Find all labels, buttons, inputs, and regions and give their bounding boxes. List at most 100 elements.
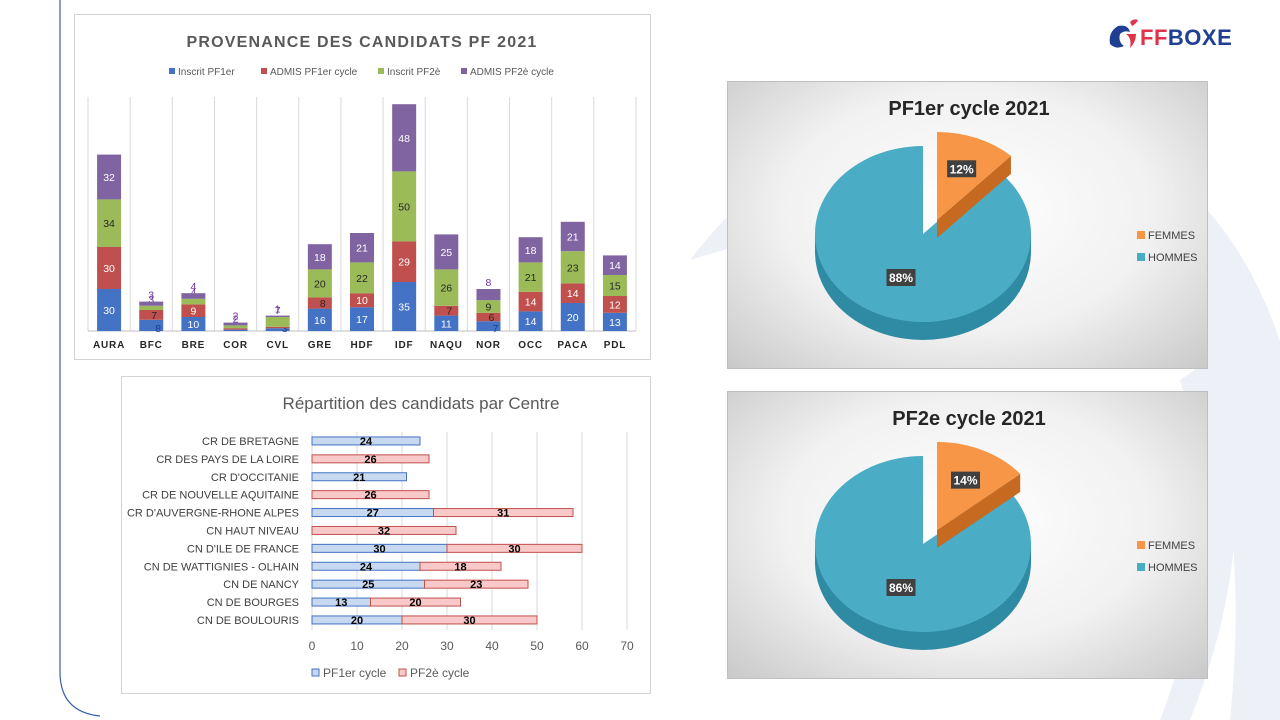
bar-segment	[401, 615, 538, 625]
legend-swatch	[398, 668, 407, 677]
pie-label-femmes-bg	[951, 471, 981, 489]
bar-segment	[476, 321, 501, 331]
data-label: 30	[103, 263, 115, 275]
rooster-icon	[1109, 19, 1138, 48]
legend-label: PF2è cycle	[410, 666, 470, 680]
pf1-pie-panel: PF1er cycle 2021 12% 88% FEMMES HOMMES	[727, 81, 1208, 369]
data-label: 14	[567, 288, 579, 300]
data-label: 25	[440, 247, 452, 259]
bar-segment	[392, 282, 417, 331]
x-tick-label: NAQU	[430, 340, 463, 351]
ffboxe-logo	[1109, 19, 1138, 48]
pie-label-hommes-bg	[886, 269, 916, 286]
legend-label: FEMMES	[1148, 540, 1195, 552]
data-label: 14	[525, 316, 537, 328]
pf2-pie-chart: PF2e cycle 2021 14% 86% FEMMES HOMMES	[815, 408, 1198, 650]
data-label: 48	[398, 133, 410, 145]
legend-label: HOMMES	[1148, 252, 1198, 264]
data-label: 14	[525, 297, 537, 309]
repartition-chart: Répartition des candidats par Centre 24 2…	[127, 394, 634, 680]
x-tick-label: 30	[440, 639, 454, 653]
data-label: 18	[525, 245, 537, 257]
legend-swatch	[1137, 563, 1145, 571]
data-label: 7	[151, 310, 157, 322]
data-label: 24	[360, 561, 373, 573]
data-label: 31	[497, 508, 509, 520]
data-label: 7	[275, 305, 281, 317]
bar-segment	[434, 269, 459, 306]
bar-segment	[602, 275, 627, 296]
bar-segment	[223, 325, 248, 329]
chart-legend: PF1er cycle PF2è cycle	[311, 666, 470, 680]
data-label: 13	[335, 597, 347, 609]
x-tick-label: AURA	[93, 340, 125, 351]
data-label: 8	[155, 323, 161, 335]
data-label: 2	[233, 313, 239, 325]
bar-segment	[518, 291, 543, 312]
x-tick-label: 40	[485, 639, 499, 653]
bar-segment	[223, 328, 248, 330]
data-label: 50	[398, 201, 410, 213]
data-label: 21	[525, 272, 537, 284]
bar-segment	[434, 305, 459, 316]
bar-segment	[476, 312, 501, 322]
y-tick-label: CN DE WATTIGNIES - OLHAIN	[144, 561, 299, 573]
data-label: 3	[282, 323, 288, 335]
data-label: 22	[356, 273, 368, 285]
y-tick-label: CN D'ILE DE FRANCE	[187, 543, 299, 555]
bar-segment	[518, 311, 543, 331]
chart-title: Répartition des candidats par Centre	[283, 394, 560, 413]
data-label: 18	[454, 561, 466, 573]
logo-ff: FF	[1140, 25, 1168, 50]
y-tick-label: CR DE BRETAGNE	[202, 436, 299, 448]
bar-segment	[311, 436, 421, 446]
legend-swatch	[311, 668, 320, 677]
bar-segment	[560, 251, 585, 284]
data-label: 25	[362, 579, 374, 591]
data-label: 20	[351, 615, 363, 627]
y-axis-labels: CR DE BRETAGNE CR DES PAYS DE LA LOIRE CR …	[127, 436, 300, 627]
data-label: 30	[373, 543, 385, 555]
provenance-chart-panel: PROVENANCE DES CANDIDATS PF 2021 Inscrit…	[74, 14, 651, 360]
legend-swatch	[1137, 541, 1145, 549]
x-tick-label: BFC	[140, 340, 163, 351]
y-tick-label: CR DE NOUVELLE AQUITAINE	[142, 490, 299, 502]
bar-segment	[392, 171, 417, 242]
x-tick-label: CVL	[266, 340, 288, 351]
bar-segment	[265, 326, 290, 329]
bar-segment	[307, 308, 332, 331]
legend-swatch	[261, 68, 267, 74]
bar-segment	[97, 247, 122, 289]
bar-segment	[307, 269, 332, 298]
pie-slice-femmes-side	[937, 155, 1011, 238]
data-label: 12	[609, 299, 621, 311]
data-label: 14	[609, 260, 621, 272]
data-label: 11	[441, 318, 452, 330]
data-label: 20	[314, 278, 326, 290]
bar-segment	[97, 289, 122, 331]
legend-swatch	[378, 68, 384, 74]
bar-segment	[139, 319, 164, 331]
pie-slices: 12% 88%	[815, 132, 1031, 340]
y-tick-label: CN DE BOURGES	[207, 597, 299, 609]
pie-label-femmes-bg	[947, 160, 977, 178]
data-label: 35	[398, 302, 410, 314]
bar-segment	[181, 298, 206, 305]
data-label: 21	[567, 232, 579, 244]
data-label: 13	[609, 317, 621, 329]
legend-label: ADMIS PF2è cycle	[470, 67, 554, 78]
x-tick-label: PDL	[604, 340, 626, 351]
x-tick-label: HDF	[351, 340, 374, 351]
bar-segment	[181, 304, 206, 317]
bar-segment	[223, 322, 248, 326]
x-tick-label: IDF	[395, 340, 414, 351]
legend-swatch	[1137, 253, 1145, 261]
bar-segment	[265, 328, 290, 331]
bar-segment	[139, 301, 164, 306]
data-label: 24	[360, 436, 373, 448]
y-tick-label: CN DE BOULOURIS	[197, 615, 299, 627]
pie-slice-hommes	[815, 456, 1031, 632]
pf1-pie-chart: PF1er cycle 2021 12% 88% FEMMES HOMMES	[815, 98, 1198, 340]
legend-label: ADMIS PF1er cycle	[270, 67, 358, 78]
